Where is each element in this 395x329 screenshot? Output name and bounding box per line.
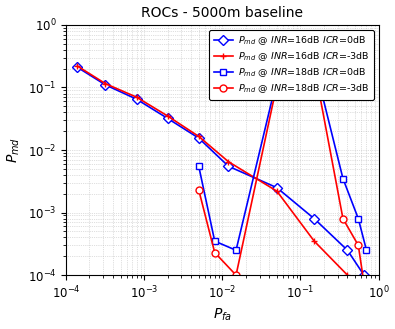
$P_{md}$ @ $INR$=18dB $ICR$=0dB: [356, 217, 361, 221]
$P_{md}$ @ $INR$=18dB $ICR$=0dB: [196, 164, 201, 168]
$P_{md}$ @ $INR$=16dB $ICR$=0dB: [345, 248, 350, 252]
$P_{md}$ @ $INR$=18dB $ICR$=0dB: [340, 177, 345, 181]
$P_{md}$ @ $INR$=16dB $ICR$=-3dB: [312, 239, 316, 243]
$P_{md}$ @ $INR$=16dB $ICR$=0dB: [312, 217, 316, 221]
$P_{md}$ @ $INR$=18dB $ICR$=-3dB: [340, 217, 345, 221]
$P_{md}$ @ $INR$=18dB $ICR$=0dB: [364, 248, 369, 252]
$P_{md}$ @ $INR$=18dB $ICR$=-3dB: [196, 188, 201, 192]
$P_{md}$ @ $INR$=16dB $ICR$=0dB: [165, 116, 170, 120]
$P_{md}$ @ $INR$=18dB $ICR$=-3dB: [234, 273, 239, 277]
Line: $P_{md}$ @ $INR$=18dB $ICR$=-3dB: $P_{md}$ @ $INR$=18dB $ICR$=-3dB: [195, 52, 370, 304]
$P_{md}$ @ $INR$=16dB $ICR$=-3dB: [275, 189, 279, 193]
$P_{md}$ @ $INR$=16dB $ICR$=0dB: [275, 186, 279, 190]
$P_{md}$ @ $INR$=16dB $ICR$=0dB: [226, 164, 231, 168]
$P_{md}$ @ $INR$=18dB $ICR$=-3dB: [213, 251, 217, 255]
$P_{md}$ @ $INR$=16dB $ICR$=-3dB: [345, 273, 350, 277]
Line: $P_{md}$ @ $INR$=16dB $ICR$=0dB: $P_{md}$ @ $INR$=16dB $ICR$=0dB: [74, 64, 367, 279]
$P_{md}$ @ $INR$=16dB $ICR$=-3dB: [226, 160, 231, 164]
Line: $P_{md}$ @ $INR$=16dB $ICR$=-3dB: $P_{md}$ @ $INR$=16dB $ICR$=-3dB: [74, 63, 367, 304]
Title: ROCs - 5000m baseline: ROCs - 5000m baseline: [141, 6, 303, 19]
$P_{md}$ @ $INR$=16dB $ICR$=0dB: [75, 65, 80, 69]
Line: $P_{md}$ @ $INR$=18dB $ICR$=0dB: $P_{md}$ @ $INR$=18dB $ICR$=0dB: [195, 50, 370, 254]
$P_{md}$ @ $INR$=18dB $ICR$=-3dB: [364, 298, 369, 302]
$P_{md}$ @ $INR$=18dB $ICR$=0dB: [213, 239, 217, 243]
$P_{md}$ @ $INR$=16dB $ICR$=-3dB: [134, 95, 139, 99]
$P_{md}$ @ $INR$=16dB $ICR$=-3dB: [165, 114, 170, 118]
$P_{md}$ @ $INR$=16dB $ICR$=0dB: [103, 83, 108, 87]
$P_{md}$ @ $INR$=18dB $ICR$=0dB: [312, 61, 316, 64]
$P_{md}$ @ $INR$=16dB $ICR$=-3dB: [196, 135, 201, 139]
$P_{md}$ @ $INR$=16dB $ICR$=-3dB: [75, 64, 80, 68]
$P_{md}$ @ $INR$=16dB $ICR$=0dB: [134, 97, 139, 101]
$P_{md}$ @ $INR$=18dB $ICR$=-3dB: [356, 243, 361, 247]
$P_{md}$ @ $INR$=18dB $ICR$=-3dB: [281, 54, 286, 58]
$P_{md}$ @ $INR$=16dB $ICR$=-3dB: [361, 298, 366, 302]
$P_{md}$ @ $INR$=18dB $ICR$=0dB: [281, 51, 286, 55]
X-axis label: $P_{fa}$: $P_{fa}$: [213, 307, 232, 323]
$P_{md}$ @ $INR$=18dB $ICR$=0dB: [234, 248, 239, 252]
Y-axis label: $P_{md}$: $P_{md}$: [6, 137, 22, 163]
$P_{md}$ @ $INR$=16dB $ICR$=0dB: [196, 136, 201, 140]
$P_{md}$ @ $INR$=16dB $ICR$=-3dB: [103, 82, 108, 86]
$P_{md}$ @ $INR$=16dB $ICR$=0dB: [361, 273, 366, 277]
$P_{md}$ @ $INR$=18dB $ICR$=-3dB: [312, 64, 316, 68]
Legend: $P_{md}$ @ $INR$=16dB $ICR$=0dB, $P_{md}$ @ $INR$=16dB $ICR$=-3dB, $P_{md}$ @ $I: $P_{md}$ @ $INR$=16dB $ICR$=0dB, $P_{md}…: [209, 30, 374, 100]
